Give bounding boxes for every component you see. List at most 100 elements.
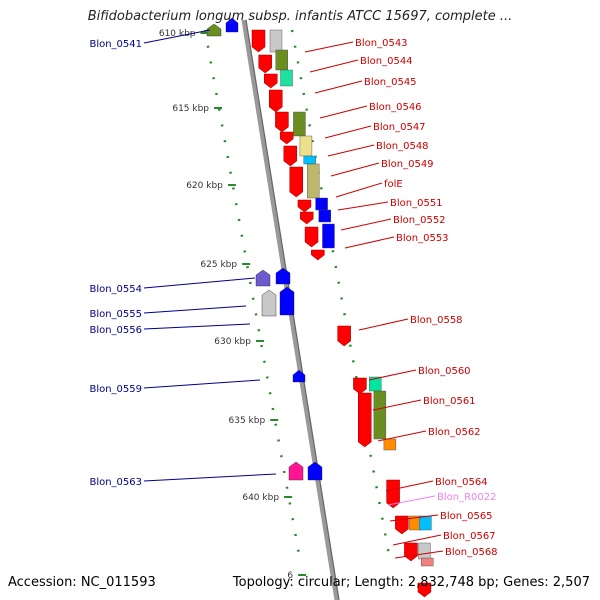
cds-arrow-forward bbox=[395, 515, 409, 535]
cds-arrow-reverse bbox=[279, 286, 295, 316]
gene-label-right: Blon_0544 bbox=[360, 56, 413, 67]
gene-label-right-leader bbox=[358, 318, 409, 331]
feature-box bbox=[280, 69, 293, 87]
gene-label-right-leader bbox=[324, 125, 372, 139]
cds-arrow-forward bbox=[357, 392, 372, 448]
gene-label-right: Blon_0543 bbox=[355, 38, 408, 49]
gene-label-left: Blon_0541 bbox=[89, 39, 142, 50]
gene-label-left: Blon_0556 bbox=[89, 325, 142, 336]
gene-label-left: Blon_0559 bbox=[89, 384, 142, 395]
cds-arrow-forward bbox=[269, 89, 283, 113]
cds-arrow-forward bbox=[311, 249, 325, 261]
cds-arrow-forward bbox=[258, 54, 272, 74]
gene-label-right-leader bbox=[392, 534, 442, 546]
gene-label-right: Blon_0546 bbox=[369, 102, 422, 113]
feature-box bbox=[306, 163, 320, 199]
gene-label-right-leader bbox=[368, 369, 417, 381]
gene-label-right-leader bbox=[309, 59, 359, 73]
gene-label-left: Blon_0555 bbox=[89, 309, 142, 320]
ruler-tick-label: 620 kbp bbox=[186, 181, 223, 191]
gene-label-right-leader bbox=[385, 480, 434, 492]
gene-label-left: Blon_0554 bbox=[89, 284, 142, 295]
gene-label-right: Blon_0547 bbox=[373, 122, 426, 133]
gene-label-right-leader bbox=[340, 218, 392, 231]
gene-label-right-leader bbox=[377, 430, 427, 442]
gene-label-left-leader bbox=[143, 379, 261, 389]
cds-arrow-reverse bbox=[307, 461, 323, 481]
gene-label-right-leader bbox=[344, 236, 395, 249]
feature-box bbox=[275, 49, 288, 71]
gene-label-right: Blon_0567 bbox=[443, 531, 496, 542]
gene-label-right: Blon_0562 bbox=[428, 427, 481, 438]
ruler-left-dotted bbox=[203, 29, 302, 561]
cds-arrow-forward bbox=[404, 542, 418, 562]
gene-label-right-leader bbox=[389, 514, 439, 522]
accession-label: Accession: NC_011593 bbox=[8, 575, 156, 590]
feature-box bbox=[322, 223, 335, 249]
ruler-tick-label: 615 kbp bbox=[172, 104, 209, 114]
cds-arrow-reverse bbox=[261, 289, 277, 317]
gene-label-right: Blon_R0022 bbox=[437, 492, 497, 503]
feature-box bbox=[421, 557, 434, 567]
gene-label-right-leader bbox=[337, 201, 389, 211]
feature-box bbox=[269, 29, 283, 53]
gene-label-right: Blon_0545 bbox=[364, 77, 417, 88]
gene-label-left-leader bbox=[143, 473, 277, 482]
gene-label-right-leader bbox=[330, 162, 380, 177]
ruler-tick-label: 6 bbox=[287, 571, 293, 581]
cds-arrow-forward bbox=[417, 582, 432, 598]
gene-label-left-leader bbox=[143, 29, 211, 44]
feature-box bbox=[299, 135, 313, 157]
ruler-right-dotted bbox=[290, 29, 392, 561]
gene-label-right: Blon_0558 bbox=[410, 315, 463, 326]
gene-label-left-leader bbox=[143, 305, 247, 314]
gene-label-right-leader bbox=[327, 144, 375, 157]
ruler-tick-label: 635 kbp bbox=[229, 416, 266, 426]
gene-label-right-leader bbox=[394, 550, 444, 559]
cds-arrow-forward bbox=[337, 325, 351, 347]
gene-label-right: Blon_0549 bbox=[381, 159, 434, 170]
gene-label-right-leader bbox=[335, 182, 383, 198]
cds-arrow-forward bbox=[386, 479, 400, 509]
cds-arrow-forward bbox=[275, 111, 289, 133]
feature-box bbox=[318, 209, 332, 223]
cds-arrow-reverse bbox=[288, 461, 304, 481]
gene-label-right-leader bbox=[319, 105, 368, 119]
cds-arrow-forward bbox=[289, 166, 304, 198]
gene-label-right: Blon_0551 bbox=[390, 198, 443, 209]
cds-arrow-reverse bbox=[225, 17, 239, 33]
topology-summary: Topology: circular; Length: 2,832,748 bp… bbox=[232, 575, 590, 590]
gene-label-right: Blon_0553 bbox=[396, 233, 449, 244]
gene-label-right: folE bbox=[384, 179, 403, 190]
cds-arrow-forward bbox=[279, 131, 294, 145]
gene-label-right: Blon_0565 bbox=[440, 511, 493, 522]
cds-arrow-reverse bbox=[292, 369, 306, 383]
gene-label-right: Blon_0568 bbox=[445, 547, 498, 558]
gene-label-right: Blon_0564 bbox=[435, 477, 488, 488]
feature-box bbox=[419, 515, 432, 531]
cds-arrow-reverse bbox=[275, 267, 291, 285]
gene-label-right-leader bbox=[372, 399, 422, 411]
cds-arrow-forward bbox=[299, 211, 314, 225]
cds-arrow-forward bbox=[251, 29, 266, 53]
cds-arrow-forward bbox=[283, 145, 298, 167]
feature-box bbox=[293, 111, 306, 137]
feature-box bbox=[418, 542, 431, 560]
feature-box bbox=[315, 197, 328, 211]
gene-label-left: Blon_0563 bbox=[89, 477, 142, 488]
gene-label-right-leader bbox=[304, 41, 354, 53]
gene-label-right: Blon_0552 bbox=[393, 215, 446, 226]
gene-label-left-leader bbox=[143, 277, 256, 289]
ruler-tick-label: 640 kbp bbox=[242, 493, 279, 503]
gene-label-left-leader bbox=[143, 323, 251, 330]
gene-label-right: Blon_0548 bbox=[376, 141, 429, 152]
ruler-tick-label: 630 kbp bbox=[214, 337, 251, 347]
gene-label-right-leader bbox=[387, 495, 436, 506]
cds-arrow-forward bbox=[264, 73, 278, 89]
cds-arrow-forward bbox=[304, 226, 319, 248]
feature-box bbox=[303, 155, 316, 165]
feature-box bbox=[373, 390, 387, 440]
gene-label-right: Blon_0560 bbox=[418, 366, 471, 377]
ruler-tick-label: 610 kbp bbox=[159, 29, 196, 39]
